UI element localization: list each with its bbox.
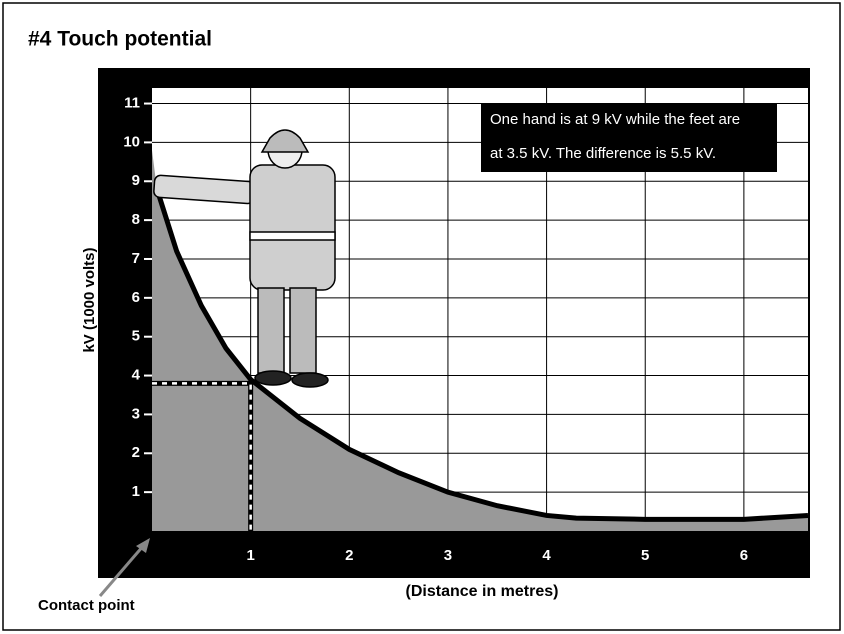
y-tick-label: 3 [132,405,140,422]
y-tick-label: 5 [132,328,140,345]
y-tick-label: 8 [132,211,140,228]
chart-title: #4 Touch potential [28,28,212,51]
y-tick-label: 7 [132,250,140,267]
x-tick-label: 2 [345,547,353,564]
x-tick-label: 3 [444,547,452,564]
y-tick-label: 1 [132,483,140,500]
x-tick-label: 5 [641,547,649,564]
chart: #4 Touch potential kV (1000 volts) (Dist… [0,0,844,634]
y-tick-label: 9 [132,172,140,189]
y-tick-label: 10 [123,133,140,150]
y-tick-label: 4 [132,367,141,384]
y-tick-label: 11 [124,95,140,112]
annotation: at 3.5 kV. The difference is 5.5 kV. [490,145,716,162]
x-tick-label: 1 [246,547,254,564]
y-axis-label: kV (1000 volts) [81,247,98,352]
x-axis-label: (Distance in metres) [406,583,559,600]
callout-label: Contact point [38,597,135,614]
y-tick-label: 2 [132,444,140,461]
annotation: One hand is at 9 kV while the feet are [490,111,740,128]
x-tick-label: 4 [542,547,551,564]
x-tick-label: 6 [740,547,748,564]
y-tick-label: 6 [132,289,140,306]
